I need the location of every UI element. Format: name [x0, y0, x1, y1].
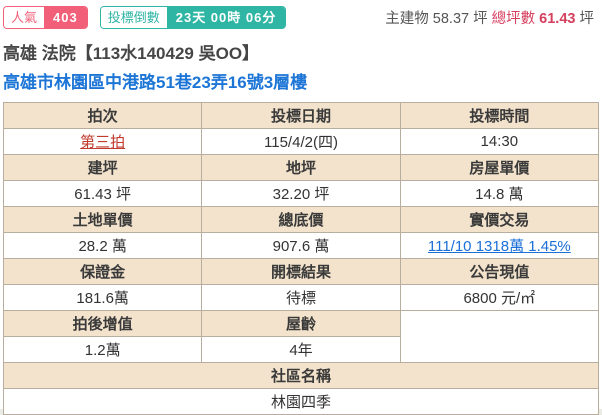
value-row: 第三拍 115/4/2(四) 14:30	[2, 128, 600, 155]
land-ping-cell: 32.20 坪	[201, 180, 401, 207]
total-ping-unit: 坪	[579, 11, 595, 27]
header-row: 拍次 投標日期 投標時間	[2, 102, 600, 129]
bid-time-cell: 14:30	[399, 128, 600, 155]
bid-countdown-label: 投標倒數	[100, 7, 167, 28]
col-header-bid-result: 開標結果	[201, 258, 401, 285]
post-auction-gain-cell: 1.2萬	[2, 336, 203, 363]
auction-round-link[interactable]: 第三拍	[80, 134, 126, 151]
address-link[interactable]: 高雄市林園區中港路51巷23弄16號3層樓	[3, 73, 308, 92]
main-building-value: 58.37 坪	[432, 11, 488, 27]
header-row: 土地單價 總底價 實價交易	[2, 206, 600, 233]
community-name-cell: 林園四季	[3, 388, 599, 415]
col-header-deposit: 保證金	[2, 258, 203, 285]
col-header-post-auction-gain: 拍後增值	[2, 310, 203, 337]
topbar: 人氣 403 投標倒數 23天 00時 06分 主建物 58.37 坪 總坪數 …	[0, 0, 602, 30]
col-header-bid-date: 投標日期	[201, 102, 401, 129]
main-building-label: 主建物	[385, 11, 429, 27]
auction-round-cell: 第三拍	[2, 128, 203, 155]
value-row: 61.43 坪 32.20 坪 14.8 萬	[2, 180, 600, 207]
bid-date-cell: 115/4/2(四)	[201, 128, 401, 155]
announced-value-cell: 6800 元/㎡	[399, 284, 600, 311]
popularity-label: 人氣	[4, 7, 45, 28]
bid-countdown-badge: 投標倒數 23天 00時 06分	[99, 6, 287, 29]
col-header-auction-round: 拍次	[2, 102, 203, 129]
auction-detail-table: 拍次 投標日期 投標時間 第三拍 115/4/2(四) 14:30 建坪 地坪 …	[2, 102, 600, 415]
header-row: 建坪 地坪 房屋單價	[2, 154, 600, 181]
page-title: 高雄 法院【113水140429 吳OO】	[3, 44, 260, 63]
house-unit-price-cell: 14.8 萬	[399, 180, 600, 207]
bid-countdown-value: 23天 00時 06分	[166, 7, 286, 28]
col-header-building-ping: 建坪	[2, 154, 203, 181]
total-floor-price-cell: 907.6 萬	[201, 232, 401, 259]
popularity-value: 403	[44, 7, 87, 28]
area-stats: 主建物 58.37 坪 總坪數 61.43 坪	[385, 7, 596, 28]
deposit-cell: 181.6萬	[2, 284, 203, 311]
header-row: 拍後增值 屋齡	[2, 310, 600, 363]
popularity-badge: 人氣 403	[3, 6, 88, 29]
total-ping-value: 61.43	[539, 11, 576, 27]
empty-cell	[399, 310, 600, 363]
col-header-actual-price: 實價交易	[399, 206, 600, 233]
land-unit-price-cell: 28.2 萬	[2, 232, 203, 259]
col-header-community-name: 社區名稱	[3, 362, 599, 389]
col-header-land-ping: 地坪	[201, 154, 401, 181]
value-row: 181.6萬 待標 6800 元/㎡	[2, 284, 600, 311]
header-row: 保證金 開標結果 公告現值	[2, 258, 600, 285]
bid-result-cell: 待標	[201, 284, 401, 311]
house-age-cell: 4年	[201, 336, 401, 363]
col-header-land-unit-price: 土地單價	[2, 206, 203, 233]
col-header-announced-value: 公告現值	[399, 258, 600, 285]
actual-price-cell: 111/10 1318萬 1.45%	[399, 232, 600, 259]
col-header-total-floor-price: 總底價	[201, 206, 401, 233]
value-row: 1.2萬 4年	[2, 336, 599, 363]
col-header-bid-time: 投標時間	[399, 102, 600, 129]
building-ping-cell: 61.43 坪	[2, 180, 203, 207]
header-row: 社區名稱	[3, 362, 599, 389]
actual-price-link[interactable]: 111/10 1318萬 1.45%	[427, 238, 571, 255]
value-row: 林園四季	[3, 388, 599, 415]
value-row: 28.2 萬 907.6 萬 111/10 1318萬 1.45%	[2, 232, 600, 259]
total-ping-label: 總坪數	[491, 11, 536, 27]
col-header-house-unit-price: 房屋單價	[399, 154, 600, 181]
col-header-house-age: 屋齡	[201, 310, 401, 337]
